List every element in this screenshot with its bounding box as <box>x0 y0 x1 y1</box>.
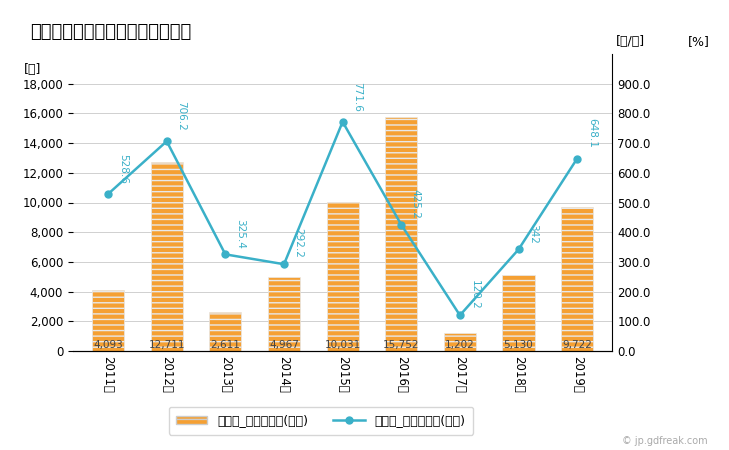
Text: 120.2: 120.2 <box>469 279 480 309</box>
Text: [㎡/棟]: [㎡/棟] <box>615 35 644 48</box>
Text: 1,202: 1,202 <box>445 339 475 350</box>
Text: 706.2: 706.2 <box>176 101 187 131</box>
Text: 528.6: 528.6 <box>118 154 128 184</box>
Bar <box>92 290 124 351</box>
Text: © jp.gdfreak.com: © jp.gdfreak.com <box>622 436 707 446</box>
Text: 10,031: 10,031 <box>324 339 361 350</box>
Bar <box>502 275 534 351</box>
Text: [㎡]: [㎡] <box>24 63 42 76</box>
Text: 342: 342 <box>529 224 538 243</box>
Bar <box>151 162 183 351</box>
Text: 9,722: 9,722 <box>562 339 592 350</box>
Text: 2,611: 2,611 <box>211 339 241 350</box>
Text: 648.1: 648.1 <box>587 118 597 148</box>
Text: 4,967: 4,967 <box>269 339 299 350</box>
Text: 4,093: 4,093 <box>93 339 123 350</box>
Text: 産業用建築物の床面積合計の推移: 産業用建築物の床面積合計の推移 <box>30 23 191 41</box>
Text: [%]: [%] <box>687 35 709 48</box>
Text: 12,711: 12,711 <box>149 339 185 350</box>
Bar <box>561 207 593 351</box>
Text: 292.2: 292.2 <box>294 229 304 258</box>
Text: 5,130: 5,130 <box>504 339 534 350</box>
Bar <box>444 333 476 351</box>
Legend: 産業用_床面積合計(左軸), 産業用_平均床面積(右軸): 産業用_床面積合計(左軸), 産業用_平均床面積(右軸) <box>168 407 473 435</box>
Bar <box>327 202 359 351</box>
Bar <box>268 277 300 351</box>
Bar <box>385 117 418 351</box>
Text: 771.6: 771.6 <box>352 81 362 112</box>
Text: 15,752: 15,752 <box>383 339 419 350</box>
Text: 425.2: 425.2 <box>411 189 421 219</box>
Bar <box>209 312 241 351</box>
Text: 325.4: 325.4 <box>235 219 245 248</box>
